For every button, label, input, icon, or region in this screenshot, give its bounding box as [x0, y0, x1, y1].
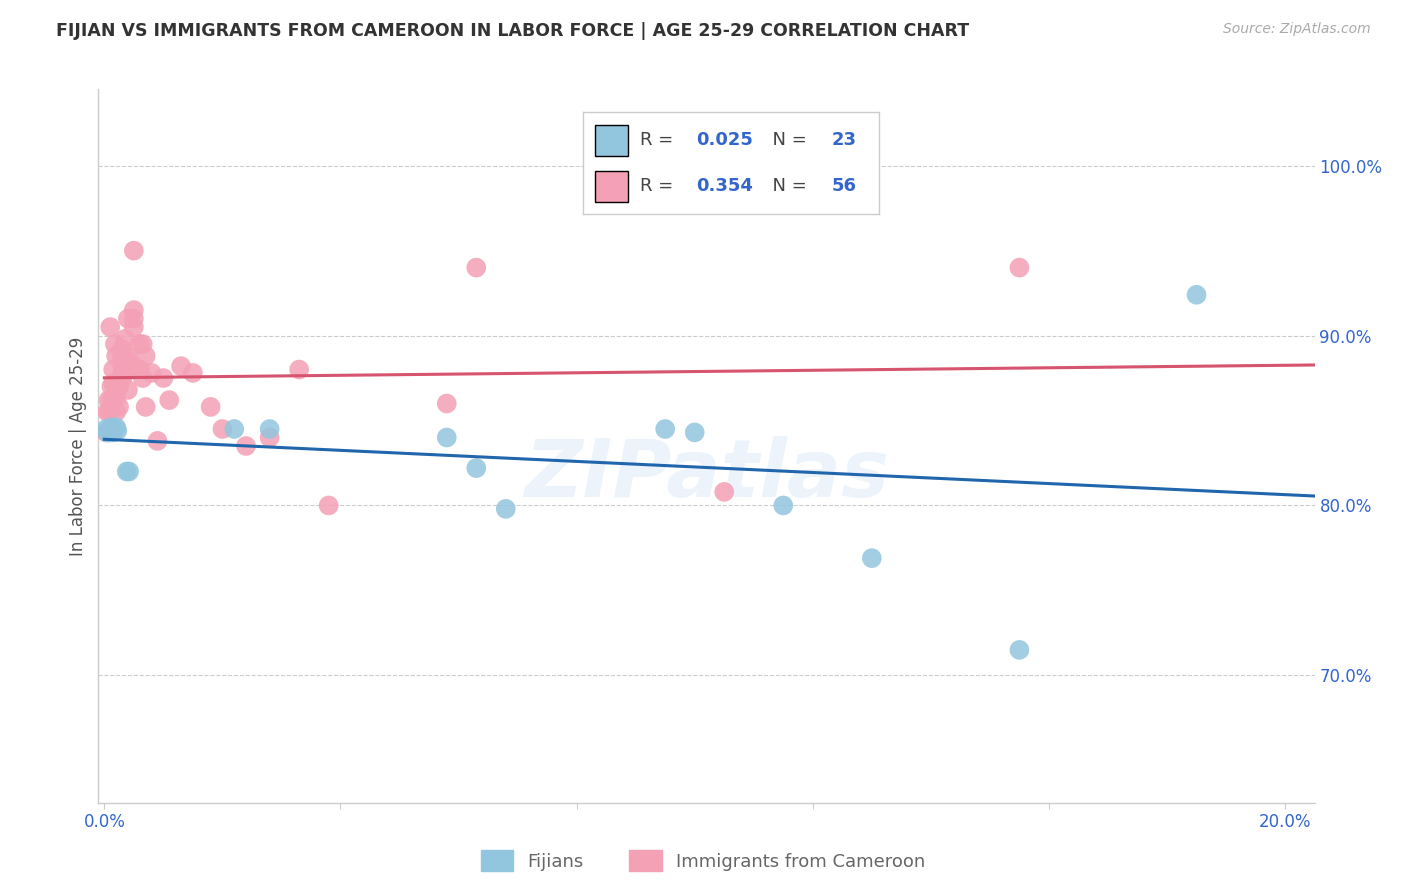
Point — [152, 371, 174, 385]
Point — [101, 425, 124, 440]
Point — [98, 425, 121, 440]
Point — [117, 349, 139, 363]
Point — [1008, 643, 1031, 657]
Point — [104, 337, 127, 351]
Legend: Fijians, Immigrants from Cameroon: Fijians, Immigrants from Cameroon — [474, 843, 932, 879]
Point — [1185, 287, 1208, 301]
Point — [654, 422, 676, 436]
Point — [114, 332, 136, 346]
Y-axis label: In Labor Force | Age 25-29: In Labor Force | Age 25-29 — [69, 336, 87, 556]
Point — [436, 396, 458, 410]
Point — [117, 383, 139, 397]
Point — [98, 405, 121, 419]
Point — [436, 430, 458, 444]
Point — [97, 425, 120, 440]
Text: 23: 23 — [831, 131, 856, 149]
Point — [259, 430, 281, 444]
Text: R =: R = — [640, 131, 679, 149]
Point — [101, 362, 124, 376]
Text: FIJIAN VS IMMIGRANTS FROM CAMEROON IN LABOR FORCE | AGE 25-29 CORRELATION CHART: FIJIAN VS IMMIGRANTS FROM CAMEROON IN LA… — [56, 22, 969, 40]
Point — [111, 371, 134, 385]
Text: N =: N = — [761, 131, 813, 149]
Point — [112, 368, 135, 382]
Point — [122, 303, 145, 318]
FancyBboxPatch shape — [595, 125, 627, 155]
Point — [122, 359, 145, 373]
Point — [224, 422, 246, 436]
Point — [713, 484, 735, 499]
Point — [122, 320, 145, 334]
Point — [101, 376, 124, 391]
Point — [108, 379, 131, 393]
Text: Source: ZipAtlas.com: Source: ZipAtlas.com — [1223, 22, 1371, 37]
Point — [170, 359, 193, 373]
Point — [98, 424, 121, 438]
Point — [96, 405, 118, 419]
Point — [100, 393, 122, 408]
Point — [288, 362, 311, 376]
Point — [105, 392, 128, 406]
Point — [111, 349, 134, 363]
Point — [122, 311, 145, 326]
Point — [131, 371, 153, 385]
Point — [860, 551, 883, 566]
Point — [235, 439, 257, 453]
Point — [105, 349, 128, 363]
Point — [98, 320, 121, 334]
Point — [1008, 260, 1031, 275]
Point — [259, 422, 281, 436]
Point — [211, 422, 233, 436]
Point — [683, 425, 706, 440]
Point — [141, 366, 163, 380]
Point — [105, 424, 128, 438]
Point — [105, 405, 128, 419]
Point — [181, 366, 204, 380]
Point — [128, 362, 150, 376]
Point — [772, 499, 794, 513]
Point — [100, 420, 122, 434]
Point — [100, 379, 122, 393]
Point — [122, 244, 145, 258]
Point — [111, 342, 134, 356]
Point — [157, 393, 180, 408]
Point — [111, 358, 134, 372]
Point — [105, 420, 128, 434]
Point — [98, 422, 121, 436]
Point — [465, 260, 488, 275]
Point — [146, 434, 169, 448]
Point — [118, 465, 141, 479]
Point — [105, 376, 128, 391]
Point — [108, 400, 131, 414]
FancyBboxPatch shape — [595, 171, 627, 202]
Point — [495, 501, 517, 516]
Point — [135, 349, 157, 363]
Point — [465, 461, 488, 475]
Point — [105, 376, 128, 391]
Text: R =: R = — [640, 178, 679, 195]
Point — [115, 465, 138, 479]
Text: 0.354: 0.354 — [696, 178, 752, 195]
Point — [131, 337, 153, 351]
Point — [101, 424, 124, 438]
Point — [94, 422, 117, 436]
Point — [94, 425, 117, 440]
Point — [97, 393, 120, 408]
Text: 56: 56 — [831, 178, 856, 195]
Point — [128, 337, 150, 351]
Text: N =: N = — [761, 178, 813, 195]
Point — [200, 400, 222, 414]
Point — [318, 499, 340, 513]
Point — [135, 400, 157, 414]
Text: ZIPatlas: ZIPatlas — [524, 435, 889, 514]
Point — [117, 354, 139, 368]
Point — [96, 425, 118, 440]
Point — [117, 311, 139, 326]
Text: 0.025: 0.025 — [696, 131, 752, 149]
Point — [111, 368, 134, 382]
